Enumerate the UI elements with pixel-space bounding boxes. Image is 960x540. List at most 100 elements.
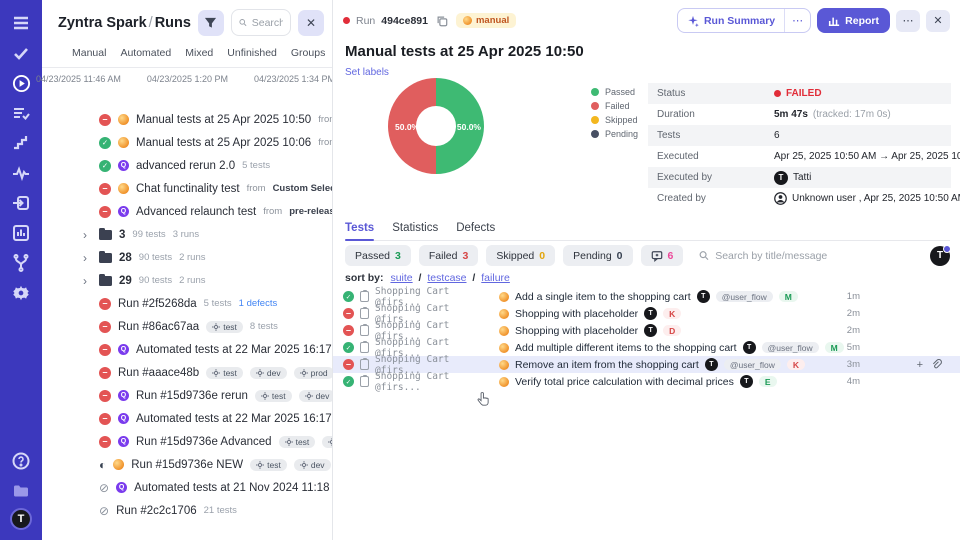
user-avatar[interactable]: T xyxy=(10,508,32,530)
chevron-right-icon[interactable]: › xyxy=(83,250,87,265)
report-button[interactable]: Report xyxy=(817,8,890,33)
list-check-icon[interactable] xyxy=(8,100,34,126)
project-name[interactable]: Zyntra Spark xyxy=(58,14,147,31)
run-list-item[interactable]: ⊘ Run #2c2c1706 21 tests xyxy=(42,499,332,522)
chevron-right-icon[interactable]: › xyxy=(83,227,87,242)
tab-automated[interactable]: Automated xyxy=(120,47,172,59)
runs-play-icon[interactable] xyxy=(8,70,34,96)
tests-search-input[interactable] xyxy=(715,249,849,262)
status-failed-icon xyxy=(343,325,354,336)
tab-tests[interactable]: Tests xyxy=(345,222,375,241)
more-options-button[interactable]: ⋯ xyxy=(896,9,920,32)
close-run-button[interactable]: ✕ xyxy=(926,9,950,32)
tests-search[interactable] xyxy=(691,249,856,262)
env-badge: test xyxy=(278,435,316,448)
run-list-item[interactable]: Run #aaace48b test dev prod 3 tests xyxy=(42,361,332,384)
sidebar-search[interactable] xyxy=(230,9,291,36)
help-icon[interactable] xyxy=(8,448,34,474)
tag-user-flow: @user_flow xyxy=(761,342,819,353)
settings-gear-icon[interactable] xyxy=(8,280,34,306)
status-failed-icon xyxy=(99,205,111,218)
test-duration: 2m xyxy=(846,325,860,336)
from-label: from xyxy=(318,137,332,148)
tab-groups[interactable]: Groups xyxy=(290,47,326,59)
row-tools: + xyxy=(917,359,942,371)
folder-row[interactable]: › 29 90 tests 2 runs xyxy=(42,269,332,292)
status-aborted-icon: ⊘ xyxy=(99,480,110,495)
report-chart-icon[interactable] xyxy=(8,220,34,246)
tab-statistics[interactable]: Statistics xyxy=(392,222,439,234)
set-labels-link[interactable]: Set labels xyxy=(345,67,389,78)
run-id: 494ce891 xyxy=(381,14,428,27)
defects-link[interactable]: 1 defects xyxy=(238,298,278,309)
tab-unfinished[interactable]: Unfinished xyxy=(227,47,277,59)
tab-defects[interactable]: Defects xyxy=(456,222,496,234)
filter-skipped-chip[interactable]: Skipped 0 xyxy=(486,245,556,266)
projects-folder-icon[interactable] xyxy=(8,478,34,504)
menu-icon[interactable] xyxy=(8,10,34,36)
assignee-avatar: T xyxy=(644,307,658,320)
run-list-item[interactable]: Run #86ac67aa test 8 tests xyxy=(42,315,332,338)
folder-row[interactable]: › 28 90 tests 2 runs xyxy=(42,246,332,269)
comments-filter-chip[interactable]: 6 xyxy=(640,245,684,266)
branch-icon[interactable] xyxy=(8,250,34,276)
test-row[interactable]: Shopping Cart @firs... Add a single item… xyxy=(333,286,960,308)
run-summary-button[interactable]: Run Summary xyxy=(678,15,784,27)
sort-suite-link[interactable]: suite xyxy=(390,272,413,284)
test-result-list: Shopping Cart @firs... Add a single item… xyxy=(333,286,960,406)
chevron-right-icon[interactable]: › xyxy=(83,273,87,288)
activity-icon[interactable] xyxy=(8,160,34,186)
manual-test-icon xyxy=(499,359,509,370)
run-list-item[interactable]: Q Run #15d9736e rerun test dev prod 5 te… xyxy=(42,384,332,407)
folder-row[interactable]: › 3 99 tests 3 runs xyxy=(42,223,332,246)
copy-run-id-button[interactable] xyxy=(434,15,450,27)
sort-failure-link[interactable]: failure xyxy=(481,272,510,284)
folder-meta: 90 tests xyxy=(138,275,173,286)
test-title: Verify total price calculation with deci… xyxy=(515,375,734,388)
sidebar-search-input[interactable] xyxy=(251,16,283,29)
run-list-item[interactable]: Manual tests at 25 Apr 2025 10:06 from P… xyxy=(42,131,332,154)
search-icon xyxy=(239,19,247,27)
run-summary-more-button[interactable]: ⋯ xyxy=(784,9,810,32)
executor-avatar: T xyxy=(774,170,788,185)
status-failed-icon xyxy=(99,182,111,195)
test-duration: 5m xyxy=(846,342,860,353)
run-list-item[interactable]: Q advanced rerun 2.0 5 tests xyxy=(42,154,332,177)
folder-icon xyxy=(99,273,112,286)
manual-run-icon xyxy=(118,183,129,194)
from-source: Custom Selection xyxy=(272,183,332,194)
test-row[interactable]: Shopping Cart @firs... Shopping with pla… xyxy=(333,320,960,342)
run-list-item[interactable]: Chat functinality test from Custom Selec… xyxy=(42,177,332,200)
assignee-avatar[interactable]: T xyxy=(930,244,951,266)
run-list-item[interactable]: Q Automated tests at 22 Mar 2025 16:17 t… xyxy=(42,407,332,430)
test-row[interactable]: Shopping Cart @firs... Shopping with pla… xyxy=(333,303,960,325)
sort-by-label: sort by: xyxy=(345,272,384,284)
attachment-icon[interactable] xyxy=(931,359,942,370)
tab-manual[interactable]: Manual xyxy=(72,47,107,59)
run-list-item[interactable]: ◐ Run #15d9736e NEW test dev prod 5/5 te… xyxy=(42,453,332,476)
filter-button[interactable] xyxy=(197,9,224,36)
filter-passed-chip[interactable]: Passed 3 xyxy=(345,245,411,266)
export-box-icon[interactable] xyxy=(8,190,34,216)
filter-failed-chip[interactable]: Failed 3 xyxy=(418,245,479,266)
test-row[interactable]: Shopping Cart @firs... Add multiple diff… xyxy=(333,337,960,359)
run-list-item[interactable]: Q Advanced relaunch test from pre-releas… xyxy=(42,200,332,223)
add-result-button[interactable]: + xyxy=(916,358,923,371)
checkmark-icon[interactable] xyxy=(8,40,34,66)
steps-icon[interactable] xyxy=(8,130,34,156)
sidebar-close-button[interactable]: ✕ xyxy=(298,9,324,36)
run-list-item[interactable]: Manual tests at 25 Apr 2025 10:50 from C… xyxy=(42,108,332,131)
run-list-item[interactable]: Run #2f5268da 5 tests 1 defects xyxy=(42,292,332,315)
test-row-selected[interactable]: Shopping Cart @firs... Remove an item fr… xyxy=(333,354,960,376)
run-list-item[interactable]: ⊘ Q Automated tests at 21 Nov 2024 11:18… xyxy=(42,476,332,499)
run-list-item[interactable]: Q Run #15d9736e Advanced test dev prod 4… xyxy=(42,430,332,453)
test-row[interactable]: Shopping Cart @firs... Verify total pric… xyxy=(333,371,960,393)
run-list-item[interactable]: Q Automated tests at 22 Mar 2025 16:17 t… xyxy=(42,338,332,361)
testcase-icon xyxy=(360,340,369,353)
assignee-avatar: T xyxy=(696,290,710,303)
sort-testcase-link[interactable]: testcase xyxy=(427,272,467,284)
tab-mixed[interactable]: Mixed xyxy=(185,47,214,59)
automated-run-icon: Q xyxy=(118,390,129,401)
filter-pending-chip[interactable]: Pending 0 xyxy=(563,245,633,266)
folder-name: 29 xyxy=(119,274,132,287)
